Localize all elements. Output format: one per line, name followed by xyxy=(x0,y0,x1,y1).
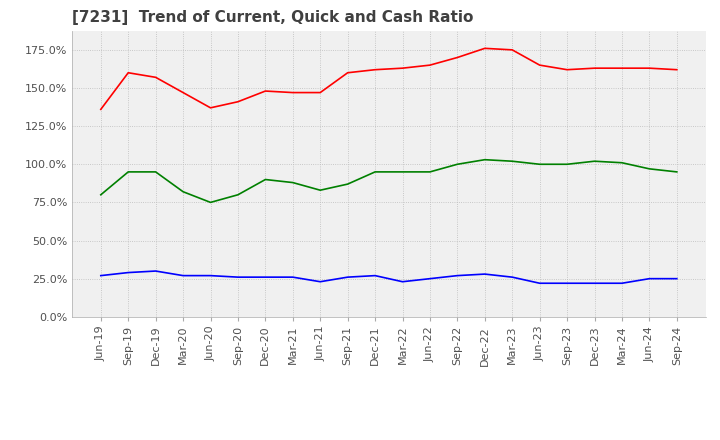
Quick Ratio xyxy=(453,161,462,167)
Current Ratio xyxy=(206,105,215,110)
Cash Ratio xyxy=(563,281,572,286)
Quick Ratio xyxy=(618,160,626,165)
Current Ratio xyxy=(480,46,489,51)
Quick Ratio xyxy=(426,169,434,175)
Cash Ratio xyxy=(453,273,462,278)
Cash Ratio xyxy=(508,275,516,280)
Cash Ratio xyxy=(343,275,352,280)
Cash Ratio xyxy=(672,276,681,281)
Text: [7231]  Trend of Current, Quick and Cash Ratio: [7231] Trend of Current, Quick and Cash … xyxy=(72,11,473,26)
Cash Ratio xyxy=(536,281,544,286)
Cash Ratio xyxy=(96,273,105,278)
Quick Ratio xyxy=(151,169,160,175)
Current Ratio xyxy=(233,99,242,104)
Cash Ratio xyxy=(233,275,242,280)
Line: Cash Ratio: Cash Ratio xyxy=(101,271,677,283)
Quick Ratio xyxy=(508,158,516,164)
Current Ratio xyxy=(398,66,407,71)
Quick Ratio xyxy=(289,180,297,185)
Current Ratio xyxy=(371,67,379,72)
Current Ratio xyxy=(343,70,352,75)
Cash Ratio xyxy=(151,268,160,274)
Current Ratio xyxy=(618,66,626,71)
Current Ratio xyxy=(536,62,544,68)
Current Ratio xyxy=(151,75,160,80)
Cash Ratio xyxy=(261,275,270,280)
Quick Ratio xyxy=(536,161,544,167)
Line: Current Ratio: Current Ratio xyxy=(101,48,677,110)
Current Ratio xyxy=(316,90,325,95)
Quick Ratio xyxy=(261,177,270,182)
Quick Ratio xyxy=(206,200,215,205)
Quick Ratio xyxy=(672,169,681,175)
Current Ratio xyxy=(124,70,132,75)
Cash Ratio xyxy=(398,279,407,284)
Quick Ratio xyxy=(590,158,599,164)
Quick Ratio xyxy=(96,192,105,198)
Current Ratio xyxy=(179,90,187,95)
Cash Ratio xyxy=(124,270,132,275)
Legend: Current Ratio, Quick Ratio, Cash Ratio: Current Ratio, Quick Ratio, Cash Ratio xyxy=(192,436,585,440)
Quick Ratio xyxy=(480,157,489,162)
Quick Ratio xyxy=(179,189,187,194)
Quick Ratio xyxy=(233,192,242,198)
Current Ratio xyxy=(453,55,462,60)
Current Ratio xyxy=(508,47,516,52)
Quick Ratio xyxy=(343,181,352,187)
Current Ratio xyxy=(289,90,297,95)
Quick Ratio xyxy=(316,187,325,193)
Cash Ratio xyxy=(426,276,434,281)
Cash Ratio xyxy=(206,273,215,278)
Cash Ratio xyxy=(645,276,654,281)
Cash Ratio xyxy=(289,275,297,280)
Quick Ratio xyxy=(371,169,379,175)
Cash Ratio xyxy=(480,271,489,277)
Cash Ratio xyxy=(590,281,599,286)
Line: Quick Ratio: Quick Ratio xyxy=(101,160,677,202)
Current Ratio xyxy=(96,107,105,112)
Current Ratio xyxy=(563,67,572,72)
Current Ratio xyxy=(261,88,270,94)
Quick Ratio xyxy=(645,166,654,172)
Quick Ratio xyxy=(398,169,407,175)
Quick Ratio xyxy=(563,161,572,167)
Current Ratio xyxy=(590,66,599,71)
Quick Ratio xyxy=(124,169,132,175)
Current Ratio xyxy=(426,62,434,68)
Cash Ratio xyxy=(316,279,325,284)
Cash Ratio xyxy=(371,273,379,278)
Cash Ratio xyxy=(618,281,626,286)
Cash Ratio xyxy=(179,273,187,278)
Current Ratio xyxy=(645,66,654,71)
Current Ratio xyxy=(672,67,681,72)
